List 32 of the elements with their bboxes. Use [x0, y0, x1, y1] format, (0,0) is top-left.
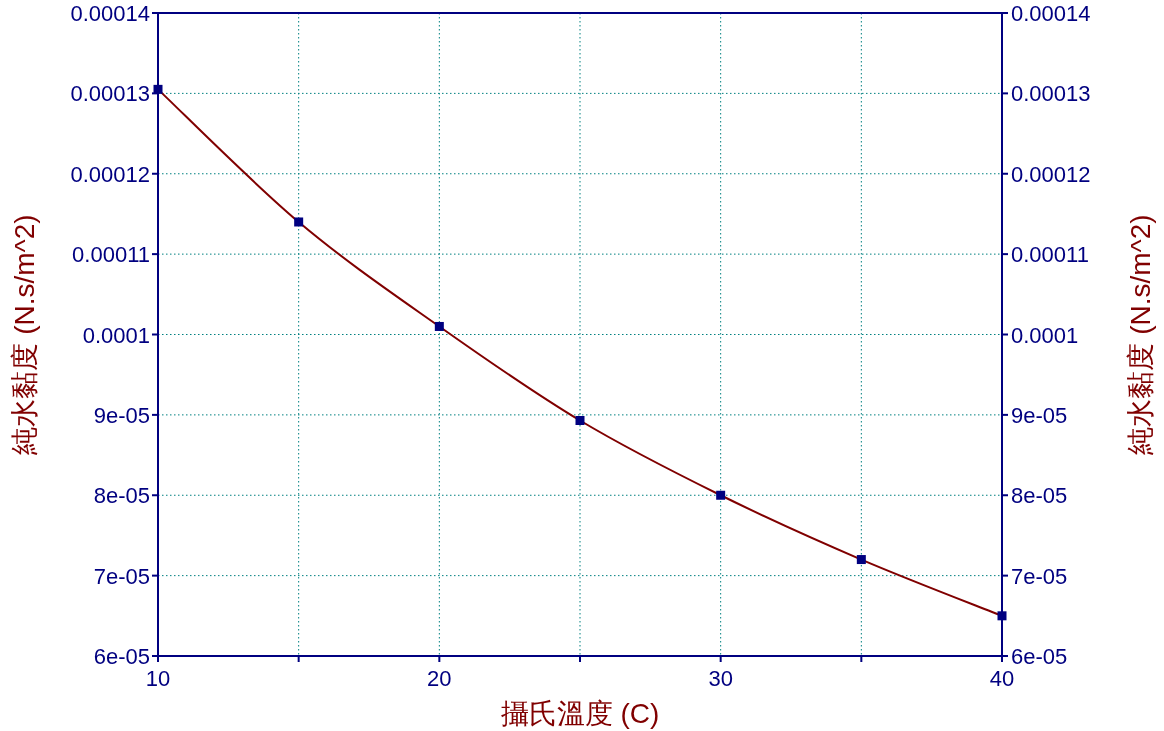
- point: [153, 84, 163, 94]
- y2-tick-label: 0.00014: [1011, 1, 1091, 26]
- x-axis-title: 攝氏溫度 (C): [500, 698, 660, 729]
- y2-axis-title: 純水黏度 (N.s/m^2): [1125, 214, 1156, 455]
- x-tick-label: 10: [145, 666, 171, 691]
- x-tick-label: 30: [708, 666, 733, 691]
- y-tick-label: 0.00011: [72, 242, 150, 268]
- y2-tick-label: 0.0001: [1011, 322, 1079, 348]
- point: [997, 611, 1007, 621]
- x-tick-label: 20: [427, 666, 452, 691]
- y-tick-label: 9e-05: [93, 402, 150, 428]
- y2-tick-label: 0.00011: [1011, 242, 1089, 268]
- y2-tick-label: 6e-05: [1011, 644, 1068, 669]
- y-tick-label: 0.00013: [70, 81, 150, 107]
- y-tick-label: 0.00012: [70, 161, 150, 187]
- y-axis-title: 純水黏度 (N.s/m^2): [9, 214, 40, 455]
- point: [575, 416, 585, 425]
- y2-tick-label: 8e-05: [1011, 483, 1068, 509]
- y2-tick-label: 7e-05: [1011, 563, 1068, 589]
- x-tick-label: 40: [989, 666, 1015, 691]
- y-tick-label: 0.0001: [82, 322, 150, 348]
- y-tick-label: 6e-05: [93, 644, 150, 669]
- y2-tick-label: 0.00013: [1011, 81, 1091, 107]
- point: [434, 321, 444, 331]
- point: [294, 217, 304, 227]
- y2-tick-label: 0.00012: [1011, 161, 1091, 187]
- y-tick-label: 7e-05: [93, 563, 150, 589]
- point: [716, 490, 726, 500]
- y-tick-label: 0.00014: [70, 1, 150, 26]
- point: [856, 555, 866, 565]
- y-tick-label: 8e-05: [93, 483, 150, 509]
- y2-tick-label: 9e-05: [1011, 402, 1068, 428]
